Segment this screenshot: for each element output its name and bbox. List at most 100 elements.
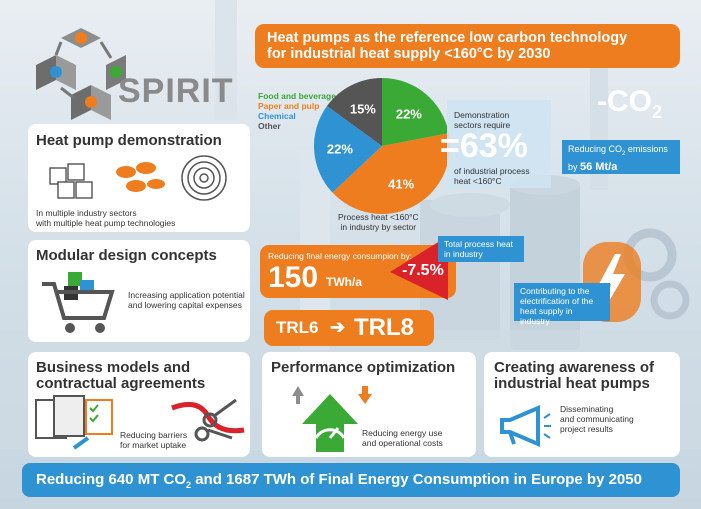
- awareness-text-2: and communicating: [560, 414, 634, 424]
- co2-big-label: -CO2: [597, 86, 662, 128]
- modular-design-text-1: Increasing application potential: [128, 290, 245, 300]
- demo-stat-line-2: sectors require: [454, 120, 511, 130]
- total-heat-line-1: Total process heat: [444, 239, 513, 249]
- spirit-logo-icon: [36, 28, 126, 120]
- modular-design-title: Modular design concepts: [36, 247, 217, 264]
- heat-pump-demo-text: In multiple industry sectors with multip…: [36, 208, 175, 228]
- megaphone-icon: [500, 404, 551, 448]
- pie-label-3: 15%: [350, 101, 376, 116]
- performance-gauge-icon: [292, 386, 372, 452]
- footer-text-2: and 1687 TWh of Final Energy Consumption…: [191, 471, 642, 488]
- business-models-title-2: contractual agreements: [36, 375, 206, 392]
- pie-slice-paper-and-pulp: [332, 133, 450, 214]
- heat-pump-demo-text-1: In multiple industry sectors: [36, 208, 137, 218]
- demo-stat-sub-line-2: heat <160°C: [454, 176, 502, 186]
- awareness-text-1: Disseminating: [560, 404, 614, 414]
- pie-slice-food-and-beverage: [382, 78, 449, 146]
- total-heat-line-2: in industry: [444, 249, 483, 259]
- performance-text: Reducing energy use and operational cost…: [362, 428, 443, 448]
- business-models-text-1: Reducing barriers: [120, 430, 188, 440]
- awareness-title-2: industrial heat pumps: [494, 375, 650, 392]
- spirit-logo: SPIRIT: [6, 12, 246, 122]
- co2-reduction-box: Reducing CO2 emissions by 56 Mt/a: [562, 140, 680, 174]
- co2-box-text-by: by: [568, 161, 581, 172]
- co2-box-text-c: emissions: [625, 144, 668, 154]
- modular-design-card: Modular design concepts Increasing appli…: [28, 240, 250, 342]
- footer-banner: Reducing 640 MT CO2 and 1687 TWh of Fina…: [22, 463, 680, 497]
- legend-paper-and-pulp: Paper and pulp: [258, 101, 320, 111]
- legend-food-and-beverage: Food and beverage: [258, 91, 336, 101]
- sector-pie-chart: 22% 41% 22% 15%: [314, 78, 450, 214]
- heat-pump-demo-title: Heat pump demonstration: [36, 132, 222, 149]
- energy-reduction-value: 150: [268, 261, 319, 294]
- awareness-card: Creating awareness of industrial heat pu…: [484, 352, 680, 457]
- footer-subscript: 2: [186, 480, 192, 490]
- contract-documents-icon: [35, 395, 113, 450]
- pie-label-1: 41%: [388, 177, 414, 192]
- electrification-line-3: heat supply in industry: [520, 306, 573, 326]
- demo-stat-sub-line-1: of industrial process: [454, 166, 530, 176]
- pie-slice-chemical: [314, 106, 382, 193]
- trl-arrow-icon: ➔: [330, 317, 346, 337]
- scissors-red-tape-icon: [171, 398, 245, 442]
- total-heat-box: Total process heat in industry: [438, 236, 524, 262]
- legend-other: Other: [258, 121, 281, 131]
- paper-roll-icon: [181, 155, 227, 201]
- electrification-line-2: electrification of the: [520, 296, 594, 306]
- demo-stat-value: =63%: [440, 127, 528, 165]
- awareness-title: Creating awareness of industrial heat pu…: [494, 360, 654, 392]
- awareness-title-1: Creating awareness of: [494, 359, 655, 376]
- modular-design-text: Increasing application potential and low…: [128, 290, 245, 310]
- business-models-title: Business models and contractual agreemen…: [36, 360, 205, 392]
- reduction-wedge-icon: [390, 236, 448, 300]
- footer-text-1: Reducing 640 MT CO: [36, 471, 187, 488]
- co2-big-text: -CO: [597, 85, 652, 118]
- modular-design-text-2: and lowering capital expenses: [128, 300, 242, 310]
- performance-title: Performance optimization: [271, 359, 456, 376]
- demo-stat-line-1: Demonstration: [454, 110, 510, 120]
- electrification-box: Contributing to the electrification of t…: [514, 283, 610, 326]
- pie-caption-line-1: Process heat <160°C: [338, 212, 419, 222]
- trl-from: TRL6: [276, 318, 319, 337]
- business-models-card: Business models and contractual agreemen…: [28, 352, 250, 457]
- energy-reduction-percent: -7.5%: [402, 262, 444, 279]
- performance-card: Performance optimization Reducing energy…: [262, 352, 476, 457]
- legend-chemical: Chemical: [258, 111, 296, 121]
- heat-pump-demo-card: Heat pump demonstration In mu: [28, 124, 250, 232]
- performance-text-2: and operational costs: [362, 438, 443, 448]
- pie-label-0: 22%: [396, 107, 422, 122]
- co2-box-value: 56 Mt/a: [580, 160, 618, 173]
- pie-legend: Food and beverage Paper and pulp Chemica…: [258, 91, 336, 131]
- awareness-text-3: project results: [560, 424, 613, 434]
- trl-banner: TRL6 ➔ TRL8: [264, 310, 434, 346]
- pie-slice-other: [326, 78, 382, 146]
- demo-stat-panel: [447, 100, 551, 188]
- pie-caption: Process heat <160°C in industry by secto…: [338, 212, 419, 232]
- headline-line-2: for industrial heat supply <160°C by 203…: [267, 46, 551, 62]
- performance-text-1: Reducing energy use: [362, 428, 443, 438]
- electrification-line-1: Contributing to the: [520, 286, 590, 296]
- co2-box-subscript: 2: [622, 150, 626, 157]
- shrimp-icon: [116, 162, 165, 192]
- pie-label-2: 22%: [327, 142, 353, 157]
- business-models-title-1: Business models and: [36, 359, 191, 376]
- co2-big-subscript: 2: [652, 102, 663, 122]
- trl-to: TRL8: [354, 314, 414, 341]
- brand-name: SPIRIT: [118, 72, 234, 110]
- shopping-cart-icon: [42, 272, 115, 333]
- energy-reduction-label: Reducing final energy consumpion by:: [268, 251, 413, 261]
- sugar-cubes-icon: [49, 163, 93, 199]
- co2-box-text-a: Reducing CO: [568, 144, 623, 154]
- business-models-text-2: for market uptake: [120, 440, 187, 450]
- demo-stat-sub: of industrial process heat <160°C: [454, 166, 530, 186]
- headline-line-1: Heat pumps as the reference low carbon t…: [267, 30, 628, 46]
- demo-stat-intro: Demonstration sectors require: [454, 110, 510, 130]
- headline-banner: Heat pumps as the reference low carbon t…: [255, 24, 680, 68]
- demo-sectors-icons: [49, 155, 227, 201]
- heat-pump-demo-text-2: with multiple heat pump technologies: [36, 218, 176, 228]
- awareness-text: Disseminating and communicating project …: [560, 404, 634, 434]
- business-models-text: Reducing barriers for market uptake: [120, 430, 187, 450]
- pie-caption-line-2: in industry by sector: [340, 222, 417, 232]
- energy-reduction-unit: TWh/a: [326, 275, 362, 289]
